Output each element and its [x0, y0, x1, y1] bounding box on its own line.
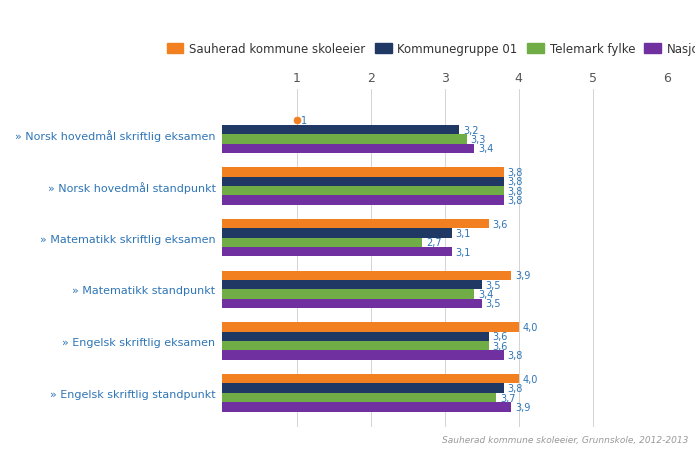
Text: 3,7: 3,7 [500, 393, 516, 403]
Text: 1: 1 [301, 116, 307, 126]
Text: 4,0: 4,0 [523, 374, 538, 384]
Text: 3,8: 3,8 [507, 196, 523, 206]
Bar [222, 393, 496, 402]
Bar [222, 177, 504, 187]
Bar [222, 271, 512, 281]
Bar [222, 323, 518, 332]
Bar [222, 402, 512, 412]
Text: 3,5: 3,5 [485, 280, 501, 290]
Text: 3,1: 3,1 [456, 247, 471, 257]
Bar [222, 248, 452, 257]
Legend: Sauherad kommune skoleeier, Kommunegruppe 01, Telemark fylke, Nasjonalt: Sauherad kommune skoleeier, Kommunegrupp… [162, 38, 695, 60]
Text: 3,8: 3,8 [507, 383, 523, 393]
Text: 3,8: 3,8 [507, 350, 523, 360]
Bar [222, 290, 474, 299]
Text: 2,7: 2,7 [426, 238, 442, 248]
Bar [222, 168, 504, 177]
Bar [222, 332, 489, 341]
Text: 3,6: 3,6 [493, 219, 508, 229]
Bar [222, 374, 518, 384]
Text: 3,6: 3,6 [493, 341, 508, 351]
Text: 3,8: 3,8 [507, 186, 523, 196]
Bar [222, 220, 489, 229]
Text: 3,9: 3,9 [515, 402, 530, 412]
Bar [222, 299, 482, 308]
Bar [222, 341, 489, 351]
Text: 3,2: 3,2 [463, 125, 479, 135]
Bar [222, 238, 423, 248]
Text: 3,1: 3,1 [456, 229, 471, 239]
Bar [222, 281, 482, 290]
Text: 3,9: 3,9 [515, 271, 530, 281]
Text: 3,8: 3,8 [507, 177, 523, 187]
Text: 3,8: 3,8 [507, 168, 523, 178]
Text: 3,4: 3,4 [478, 144, 493, 154]
Bar [222, 351, 504, 360]
Text: 3,4: 3,4 [478, 290, 493, 299]
Text: Sauherad kommune skoleeier, Grunnskole, 2012-2013: Sauherad kommune skoleeier, Grunnskole, … [442, 435, 688, 444]
Text: 3,3: 3,3 [471, 134, 486, 145]
Bar [222, 229, 452, 238]
Bar [222, 384, 504, 393]
Bar [222, 144, 474, 153]
Bar [222, 187, 504, 196]
Bar [222, 135, 467, 144]
Text: 3,6: 3,6 [493, 331, 508, 342]
Text: 3,5: 3,5 [485, 299, 501, 309]
Bar [222, 196, 504, 205]
Text: 4,0: 4,0 [523, 322, 538, 332]
Bar [222, 125, 459, 135]
